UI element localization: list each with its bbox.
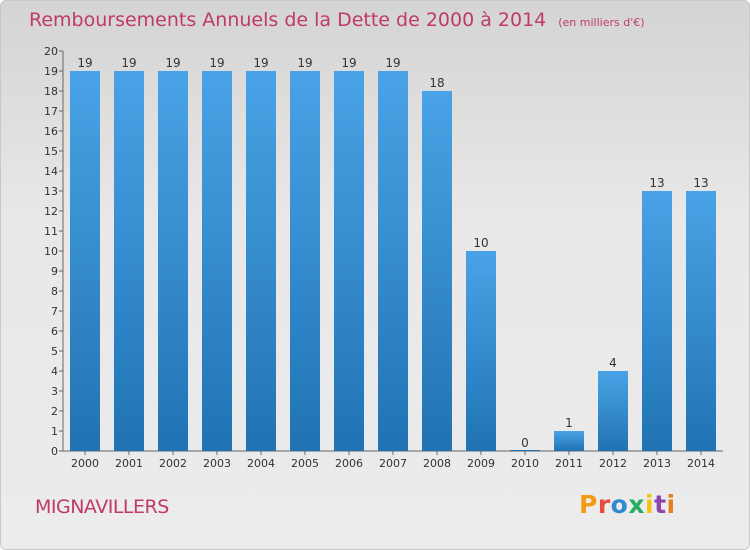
location-label: MIGNAVILLERS — [35, 496, 169, 518]
bar-value-label: 10 — [473, 236, 488, 250]
chart-subtitle: (en milliers d'€) — [558, 16, 645, 29]
bar — [686, 191, 716, 451]
bar-value-label: 19 — [77, 56, 92, 70]
y-tick-label: 20 — [44, 45, 58, 58]
y-tick-label: 12 — [44, 205, 58, 218]
x-tick-label: 2008 — [423, 457, 451, 470]
x-tick-label: 2003 — [203, 457, 231, 470]
x-tick-label: 2004 — [247, 457, 275, 470]
y-tick-label: 1 — [51, 425, 58, 438]
bar — [202, 71, 232, 451]
y-tick-label: 18 — [44, 85, 58, 98]
bar — [554, 431, 584, 451]
y-tick-label: 2 — [51, 405, 58, 418]
bar-value-label: 19 — [209, 56, 224, 70]
logo-letter: P — [579, 490, 598, 519]
bar-value-label: 19 — [253, 56, 268, 70]
x-tick-label: 2006 — [335, 457, 363, 470]
x-tick-label: 2007 — [379, 457, 407, 470]
bar — [422, 91, 452, 451]
proxiti-logo: Proxiti — [579, 490, 676, 519]
x-tick-label: 2011 — [555, 457, 583, 470]
bar-value-label: 19 — [297, 56, 312, 70]
bar-value-label: 19 — [121, 56, 136, 70]
bar — [642, 191, 672, 451]
y-tick-label: 9 — [51, 265, 58, 278]
bar-value-label: 13 — [649, 176, 664, 190]
logo-letter: o — [610, 490, 629, 519]
y-tick-label: 6 — [51, 325, 58, 338]
y-tick-label: 11 — [44, 225, 58, 238]
y-tick-label: 13 — [44, 185, 58, 198]
y-tick-label: 4 — [51, 365, 58, 378]
x-tick-label: 2002 — [159, 457, 187, 470]
y-tick-label: 8 — [51, 285, 58, 298]
y-tick-label: 14 — [44, 165, 58, 178]
logo-letter: i — [666, 490, 676, 519]
bar — [334, 71, 364, 451]
y-tick-label: 5 — [51, 345, 58, 358]
y-tick-label: 19 — [44, 65, 58, 78]
y-tick-label: 16 — [44, 125, 58, 138]
x-tick-label: 2000 — [71, 457, 99, 470]
bar-value-label: 19 — [341, 56, 356, 70]
bar — [114, 71, 144, 451]
logo-letter: r — [597, 490, 611, 519]
x-tick-label: 2013 — [643, 457, 671, 470]
y-tick-label: 15 — [44, 145, 58, 158]
x-tick-label: 2009 — [467, 457, 495, 470]
logo-letter: i — [645, 490, 655, 519]
bar — [378, 71, 408, 451]
bar-value-label: 13 — [693, 176, 708, 190]
y-tick-label: 17 — [44, 105, 58, 118]
bar — [246, 71, 276, 451]
bar-value-label: 4 — [609, 356, 617, 370]
y-tick-label: 7 — [51, 305, 58, 318]
bar-value-label: 19 — [385, 56, 400, 70]
bar-value-label: 19 — [165, 56, 180, 70]
bar — [290, 71, 320, 451]
x-tick-label: 2014 — [687, 457, 715, 470]
y-tick-label: 0 — [51, 445, 58, 458]
y-tick-label: 10 — [44, 245, 58, 258]
chart-title-text: Remboursements Annuels de la Dette de 20… — [29, 9, 547, 31]
y-tick-label: 3 — [51, 385, 58, 398]
x-tick-label: 2001 — [115, 457, 143, 470]
x-tick-label: 2010 — [511, 457, 539, 470]
bar-value-label: 18 — [429, 76, 444, 90]
bar — [466, 251, 496, 451]
bar-value-label: 0 — [521, 436, 529, 450]
bar — [70, 71, 100, 451]
bar-value-label: 1 — [565, 416, 573, 430]
bar — [158, 71, 188, 451]
logo-letter: t — [654, 490, 667, 519]
bar — [598, 371, 628, 451]
x-tick-label: 2012 — [599, 457, 627, 470]
x-tick-label: 2005 — [291, 457, 319, 470]
logo-letter: x — [628, 490, 645, 519]
chart-title: Remboursements Annuels de la Dette de 20… — [29, 9, 645, 31]
